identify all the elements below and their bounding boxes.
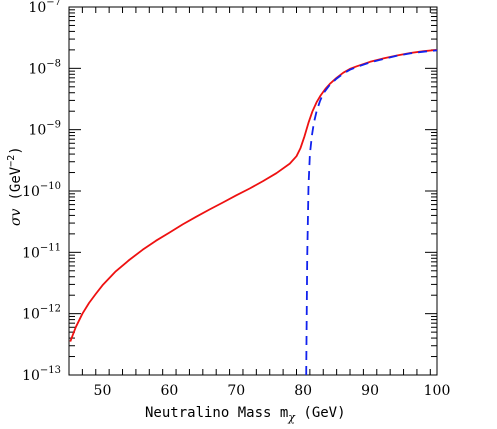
y-tick-label: 10−12 <box>22 304 61 323</box>
x-axis-title-unit: (GeV) <box>295 405 346 421</box>
series-layer <box>69 49 438 376</box>
x-tick-label: 70 <box>227 383 245 399</box>
y-tick-label: 10−13 <box>22 365 61 384</box>
y-axis-title: σv (GeV−2) <box>6 146 24 226</box>
y-tick-label-exponent: −12 <box>40 304 61 315</box>
y-tick-label: 10−10 <box>22 181 61 200</box>
x-tick-label: 80 <box>294 383 312 399</box>
y-tick-label: 10−11 <box>22 242 61 261</box>
y-tick-label-exponent: −7 <box>46 0 61 8</box>
series-line-dashed <box>305 49 438 376</box>
ticks <box>68 6 437 376</box>
plot-frame <box>68 6 438 376</box>
y-tick-label-exponent: −10 <box>40 181 61 192</box>
y-tick-label-exponent: −13 <box>40 365 61 376</box>
y-tick-label-exponent: −11 <box>40 242 61 253</box>
x-tick-label: 60 <box>160 383 178 399</box>
y-tick-label: 10−9 <box>28 120 61 139</box>
y-tick-label: 10−7 <box>28 0 61 16</box>
x-axis-title-main: Neutralino Mass m <box>145 405 288 421</box>
y-axis-title-exponent: −2 <box>6 155 17 167</box>
y-axis-title-unit: (GeV <box>8 166 24 200</box>
x-axis-title-subscript: χ <box>287 411 296 424</box>
y-tick-label: 10−8 <box>28 58 61 77</box>
y-axis-title-symbol: σv <box>8 208 24 226</box>
y-axis-title-close: ) <box>8 146 24 154</box>
y-tick-label-exponent: −8 <box>46 58 61 69</box>
tick-labels: 50 60 70 80 90 100 10−13 10−12 10−11 10−10 10−9 10−… <box>22 0 450 399</box>
x-axis-title: Neutralino Mass mχ (GeV) <box>145 405 346 424</box>
y-tick-label-exponent: −9 <box>46 120 61 131</box>
x-tick-label: 100 <box>424 383 451 399</box>
series-line-solid <box>69 49 438 342</box>
x-tick-label: 50 <box>94 383 112 399</box>
x-tick-label: 90 <box>361 383 379 399</box>
